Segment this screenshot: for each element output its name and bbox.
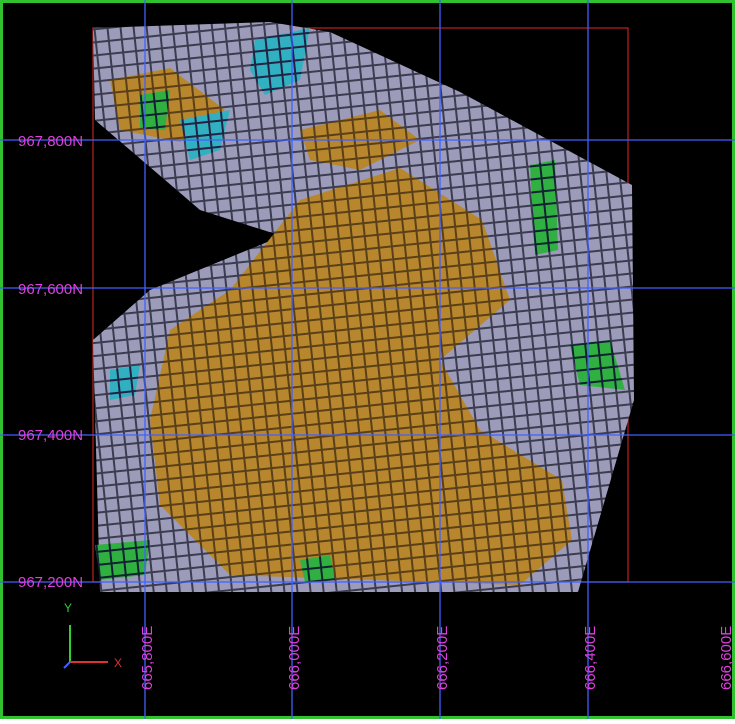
axis-label: X xyxy=(114,656,122,670)
axis-triad: Y X xyxy=(63,601,122,670)
easting-label: 665,800E xyxy=(139,626,156,690)
easting-label: 666,600E xyxy=(718,626,735,690)
axis-label: Y xyxy=(64,601,72,615)
block-model xyxy=(93,22,634,592)
northing-label: 967,400N xyxy=(18,427,83,444)
easting-label: 666,000E xyxy=(286,626,303,690)
northing-label: 967,600N xyxy=(18,281,83,298)
northing-label: 967,200N xyxy=(18,574,83,591)
easting-label: 666,400E xyxy=(582,626,599,690)
northing-label: 967,800N xyxy=(18,133,83,150)
easting-label: 666,200E xyxy=(434,626,451,690)
